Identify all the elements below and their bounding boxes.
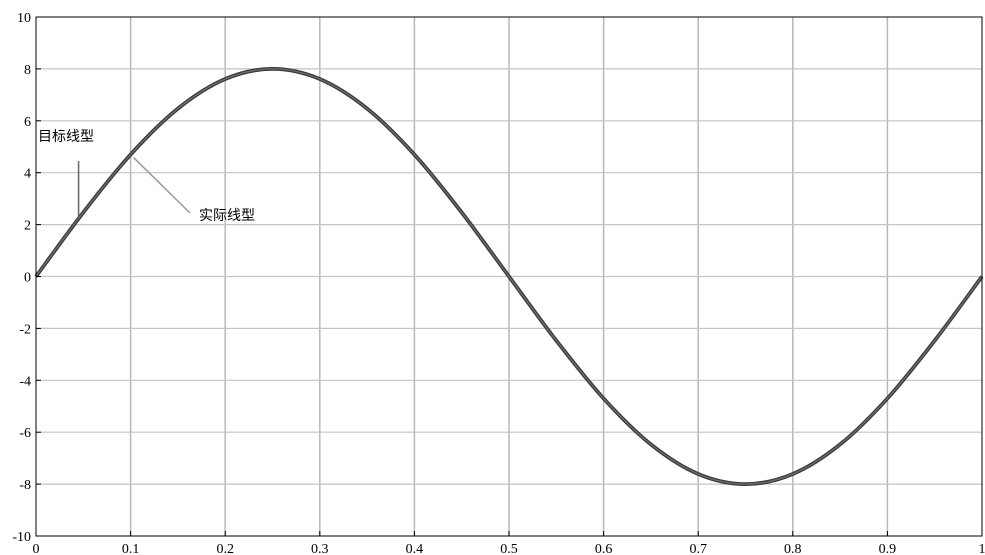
y-tick-label: 2 — [24, 219, 31, 234]
annotation-label-actual: 实际线型 — [199, 208, 255, 224]
x-tick-label: 0.8 — [784, 542, 802, 555]
y-tick-label: -2 — [19, 322, 31, 337]
x-axis-ticks: 0 0.1 0.2 0.3 0.4 0.5 0.6 0.7 0.8 0.9 1 — [33, 531, 985, 555]
x-tick-label: 0.5 — [500, 542, 518, 555]
y-axis-ticks: 10 8 6 4 2 0 -2 -4 -6 -8 -10 — [12, 11, 41, 545]
x-tick-label: 0.3 — [311, 542, 329, 555]
x-tick-label: 0.1 — [122, 542, 140, 555]
y-tick-label: 10 — [17, 11, 31, 26]
y-tick-label: -8 — [19, 478, 31, 493]
y-tick-label: -6 — [19, 426, 31, 441]
y-tick-label: 4 — [24, 167, 31, 182]
y-tick-label: 8 — [24, 63, 31, 78]
y-tick-label: -10 — [12, 530, 31, 545]
x-tick-label: 0.7 — [689, 542, 707, 555]
x-tick-label: 0.2 — [216, 542, 234, 555]
x-tick-label: 0.6 — [595, 542, 613, 555]
x-tick-label: 0.9 — [879, 542, 897, 555]
x-tick-label: 0 — [33, 542, 40, 555]
y-tick-label: 6 — [24, 115, 31, 130]
series-actual-line — [35, 68, 983, 485]
annotation-leader-actual — [133, 157, 191, 214]
y-tick-label: -4 — [19, 374, 31, 389]
series-lines — [34, 67, 984, 486]
y-tick-label: 0 — [24, 271, 31, 286]
x-tick-label: 1 — [979, 542, 985, 555]
annotation-label-target: 目标线型 — [38, 129, 94, 145]
x-tick-label: 0.4 — [406, 542, 424, 555]
